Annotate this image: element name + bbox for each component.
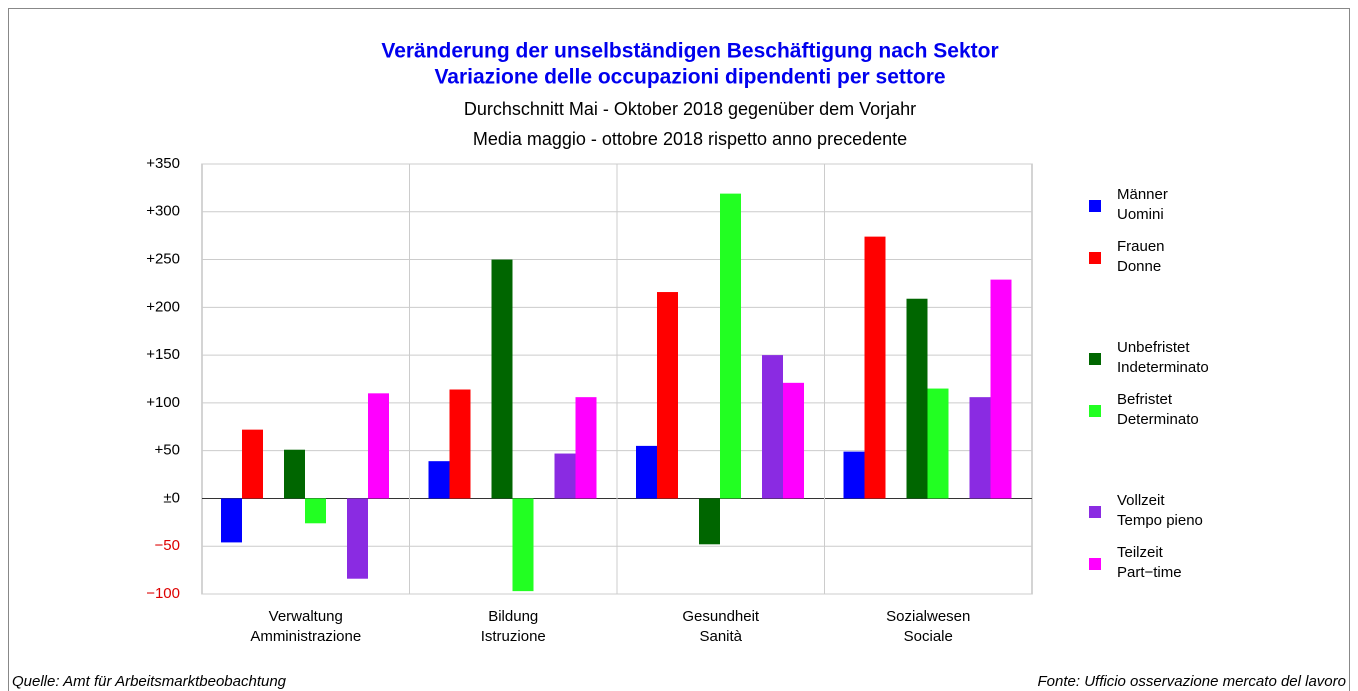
legend-label: Indeterminato (1117, 359, 1209, 376)
source: Quelle: Amt für Arbeitsmarktbeobachtung (12, 673, 287, 690)
legend-label: Determinato (1117, 411, 1199, 428)
legend-label: Befristet (1117, 391, 1173, 408)
legend-swatch (1089, 506, 1101, 518)
x-tick-label: Verwaltung (269, 608, 343, 625)
legend-label: Donne (1117, 258, 1161, 275)
y-tick-label: +250 (146, 251, 180, 268)
x-tick-label: Gesundheit (682, 608, 760, 625)
frame (8, 8, 1350, 691)
bar (927, 388, 949, 499)
legend-label: Vollzeit (1117, 492, 1165, 509)
bar (428, 461, 450, 499)
bar (657, 292, 678, 499)
bar (636, 445, 657, 499)
bar (512, 498, 534, 592)
source: Fonte: Ufficio osservazione mercato del … (1038, 673, 1346, 690)
x-tick-label: Sozialwesen (886, 608, 970, 625)
y-tick-label: −50 (155, 537, 180, 554)
legend-swatch (1089, 200, 1101, 212)
y-tick-label: +300 (146, 203, 180, 220)
bar (990, 279, 1012, 499)
chart-subtitle: Durchschnitt Mai - Oktober 2018 gegenübe… (464, 99, 916, 119)
y-tick-label: +350 (146, 155, 180, 172)
legend-swatch (1089, 405, 1101, 417)
bar (864, 236, 886, 499)
x-tick-label: Istruzione (481, 628, 546, 645)
bar (720, 193, 741, 499)
legend-label: Teilzeit (1117, 544, 1164, 561)
bar (554, 453, 576, 499)
y-tick-label: +50 (155, 442, 180, 459)
legend-label: Männer (1117, 186, 1168, 203)
bar (762, 355, 783, 499)
bar (284, 449, 305, 499)
legend-label: Part−time (1117, 564, 1182, 581)
bar (305, 498, 326, 524)
x-tick-label: Amministrazione (250, 628, 361, 645)
bar (906, 298, 928, 499)
bar (242, 429, 263, 499)
legend-swatch (1089, 353, 1101, 365)
bar (783, 382, 804, 499)
bar (221, 498, 242, 543)
legend-label: Unbefristet (1117, 339, 1190, 356)
chart-subtitle: Media maggio - ottobre 2018 rispetto ann… (473, 129, 907, 149)
y-tick-label: −100 (146, 585, 180, 602)
legend-swatch (1089, 558, 1101, 570)
bar (491, 259, 513, 499)
chart-title: Veränderung der unselbständigen Beschäft… (381, 40, 998, 63)
x-tick-label: Bildung (488, 608, 538, 625)
x-tick-label: Sanità (699, 628, 742, 645)
bar (575, 397, 597, 499)
legend-swatch (1089, 252, 1101, 264)
bar (699, 498, 720, 545)
legend-label: Tempo pieno (1117, 512, 1203, 529)
bar (969, 397, 991, 499)
legend-label: Uomini (1117, 206, 1164, 223)
chart-title: Variazione delle occupazioni dipendenti … (434, 66, 945, 89)
bar (449, 389, 471, 499)
legend-label: Frauen (1117, 238, 1165, 255)
x-tick-label: Sociale (904, 628, 953, 645)
bar (347, 498, 368, 579)
bar (843, 451, 865, 499)
y-tick-label: +150 (146, 346, 180, 363)
y-tick-label: +200 (146, 298, 180, 315)
bar (368, 393, 389, 499)
y-tick-label: ±0 (163, 489, 180, 506)
y-tick-label: +100 (146, 394, 180, 411)
